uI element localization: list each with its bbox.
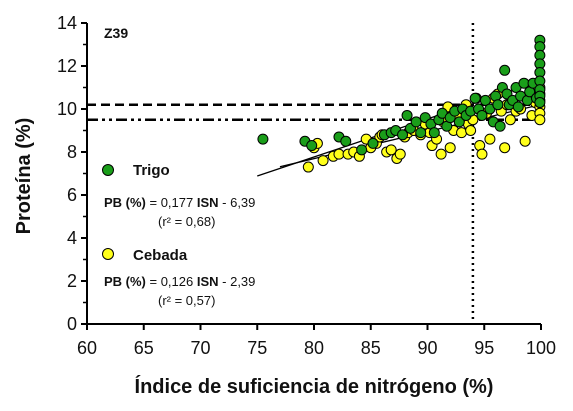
point-trigo [499, 64, 511, 76]
point-trigo [469, 92, 481, 104]
point-trigo [306, 140, 318, 152]
point-cebada [394, 148, 406, 160]
y-tick-label: 10 [57, 99, 77, 119]
point-cebada [465, 125, 477, 136]
point-trigo [397, 129, 409, 141]
x-tick-label: 60 [77, 338, 97, 358]
equation-cebada: PB (%) = 0,126 ISN - 2,39 [104, 274, 255, 289]
x-tick-label: 65 [134, 338, 154, 358]
x-tick-label: 95 [474, 338, 494, 358]
point-cebada [444, 142, 456, 154]
legend-label-cebada: Cebada [133, 247, 188, 264]
point-cebada [456, 127, 468, 139]
x-tick-label: 70 [190, 338, 210, 358]
point-cebada [435, 148, 447, 160]
point-trigo [518, 77, 530, 89]
r2-trigo: (r² = 0,68) [158, 214, 215, 229]
point-trigo [340, 135, 352, 147]
y-axis-title: Proteína (%) [13, 118, 35, 235]
point-cebada [385, 144, 397, 156]
point-trigo [410, 116, 422, 128]
y-tick-label: 6 [67, 185, 77, 205]
point-trigo [257, 133, 269, 145]
point-trigo [453, 116, 465, 128]
legend-label-trigo: Trigo [133, 162, 170, 179]
point-trigo [492, 99, 504, 111]
point-trigo [534, 97, 546, 109]
tick-labels: 60 65 70 75 80 85 90 95 100 0 2 4 6 8 10 12 14 [57, 13, 556, 358]
point-cebada [476, 148, 488, 160]
point-cebada [499, 142, 511, 154]
point-trigo [356, 144, 368, 156]
point-trigo [476, 109, 488, 121]
y-tick-label: 14 [57, 13, 77, 33]
point-trigo [401, 109, 413, 121]
point-cebada [484, 133, 496, 145]
x-tick-label: 85 [361, 338, 381, 358]
point-trigo [367, 137, 379, 149]
data-points [257, 34, 546, 173]
point-trigo [428, 127, 440, 139]
x-axis-title: Índice de suficiencia de nitrógeno (%) [135, 375, 494, 398]
point-cebada [317, 155, 329, 167]
y-tick-label: 8 [67, 142, 77, 162]
r2-cebada: (r² = 0,57) [158, 293, 215, 308]
x-tick-label: 80 [304, 338, 324, 358]
y-tick-label: 4 [67, 228, 77, 248]
point-trigo [512, 101, 524, 113]
x-tick-label: 100 [526, 338, 556, 358]
y-tick-label: 2 [67, 271, 77, 291]
y-tick-label: 12 [57, 56, 77, 76]
point-cebada [519, 135, 531, 147]
point-cebada [534, 114, 546, 126]
panel-label: Z39 [104, 25, 128, 41]
x-tick-label: 75 [247, 338, 267, 358]
point-cebada [504, 114, 516, 126]
legend-marker-cebada [102, 248, 114, 260]
point-trigo [494, 120, 506, 132]
x-tick-label: 90 [417, 338, 437, 358]
y-tick-label: 0 [67, 314, 77, 334]
point-trigo [415, 127, 427, 139]
point-trigo [479, 94, 491, 106]
axes [81, 22, 542, 330]
equation-trigo: PB (%) = 0,177 ISN - 6,39 [104, 195, 255, 210]
legend-marker-trigo [102, 164, 114, 176]
point-cebada [333, 148, 345, 160]
point-cebada [302, 161, 314, 173]
